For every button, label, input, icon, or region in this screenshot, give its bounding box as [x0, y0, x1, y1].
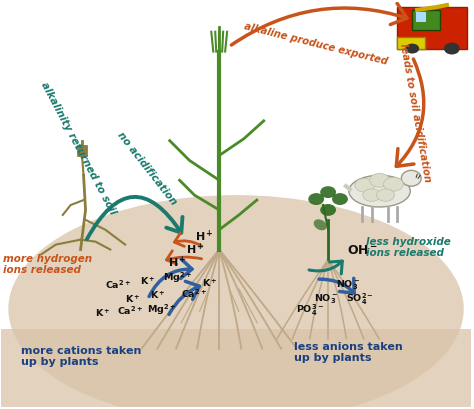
FancyArrowPatch shape: [174, 233, 202, 246]
Ellipse shape: [314, 219, 327, 230]
Text: $\mathbf{K^+}$: $\mathbf{K^+}$: [201, 277, 217, 289]
Text: $\mathbf{K^+}$: $\mathbf{K^+}$: [125, 293, 141, 305]
Text: less anions taken
up by plants: less anions taken up by plants: [294, 342, 403, 363]
Text: more cations taken
up by plants: more cations taken up by plants: [21, 346, 142, 367]
Text: $\mathbf{NO_3^-}$: $\mathbf{NO_3^-}$: [314, 292, 338, 306]
FancyArrowPatch shape: [319, 278, 354, 293]
Text: $\mathbf{K^+}$: $\mathbf{K^+}$: [95, 307, 110, 319]
Text: $\mathbf{K^+}$: $\mathbf{K^+}$: [140, 276, 155, 287]
Text: $\mathbf{Mg^{2+}}$: $\mathbf{Mg^{2+}}$: [147, 302, 176, 317]
Bar: [416, 12, 426, 22]
Text: $\mathbf{Ca^{2+}}$: $\mathbf{Ca^{2+}}$: [117, 304, 143, 317]
Text: $\mathbf{OH^-}$: $\mathbf{OH^-}$: [347, 243, 378, 256]
Bar: [412, 10, 440, 30]
Bar: [397, 7, 467, 49]
FancyArrowPatch shape: [166, 251, 201, 264]
Text: $\mathbf{H^+}$: $\mathbf{H^+}$: [195, 229, 214, 244]
Ellipse shape: [444, 43, 460, 54]
FancyArrowPatch shape: [309, 261, 342, 274]
Ellipse shape: [332, 193, 348, 205]
Text: alkalinity returned to soil: alkalinity returned to soil: [39, 81, 118, 216]
Text: no acidification: no acidification: [115, 130, 179, 207]
Text: $\mathbf{H^+}$: $\mathbf{H^+}$: [185, 241, 204, 256]
Text: $\mathbf{NO_3^-}$: $\mathbf{NO_3^-}$: [336, 278, 360, 292]
Ellipse shape: [377, 189, 394, 201]
Text: alkaline produce exported: alkaline produce exported: [243, 21, 389, 66]
FancyArrowPatch shape: [231, 3, 407, 45]
Ellipse shape: [401, 170, 421, 186]
Text: less hydroxide
ions released: less hydroxide ions released: [366, 237, 450, 258]
Ellipse shape: [349, 175, 410, 207]
Text: $\mathbf{PO_4^{3-}}$: $\mathbf{PO_4^{3-}}$: [296, 303, 324, 319]
Text: $\mathbf{H^+}$: $\mathbf{H^+}$: [168, 255, 186, 270]
Text: $\mathbf{Ca^{2+}}$: $\mathbf{Ca^{2+}}$: [105, 279, 131, 291]
Text: leads to soil acidification: leads to soil acidification: [398, 43, 432, 183]
Ellipse shape: [308, 193, 324, 205]
FancyArrowPatch shape: [396, 59, 424, 166]
Ellipse shape: [383, 177, 403, 191]
Bar: [1, 329, 471, 408]
FancyArrowPatch shape: [149, 259, 192, 297]
Ellipse shape: [355, 178, 374, 192]
Text: more hydrogen
ions released: more hydrogen ions released: [3, 254, 92, 275]
Text: $\mathbf{SO_4^{2-}}$: $\mathbf{SO_4^{2-}}$: [346, 292, 374, 307]
Text: $\mathbf{Ca^{2+}}$: $\mathbf{Ca^{2+}}$: [182, 288, 208, 300]
Ellipse shape: [320, 186, 336, 198]
Bar: [397, 37, 425, 49]
Ellipse shape: [9, 195, 464, 409]
Ellipse shape: [370, 173, 390, 187]
FancyArrowPatch shape: [87, 197, 182, 239]
Ellipse shape: [363, 189, 381, 201]
Text: $\mathbf{K^+}$: $\mathbf{K^+}$: [150, 289, 165, 301]
Text: $\mathbf{Mg^{2+}}$: $\mathbf{Mg^{2+}}$: [163, 271, 192, 285]
Ellipse shape: [320, 204, 336, 216]
FancyArrowPatch shape: [169, 281, 199, 315]
Ellipse shape: [405, 44, 419, 54]
